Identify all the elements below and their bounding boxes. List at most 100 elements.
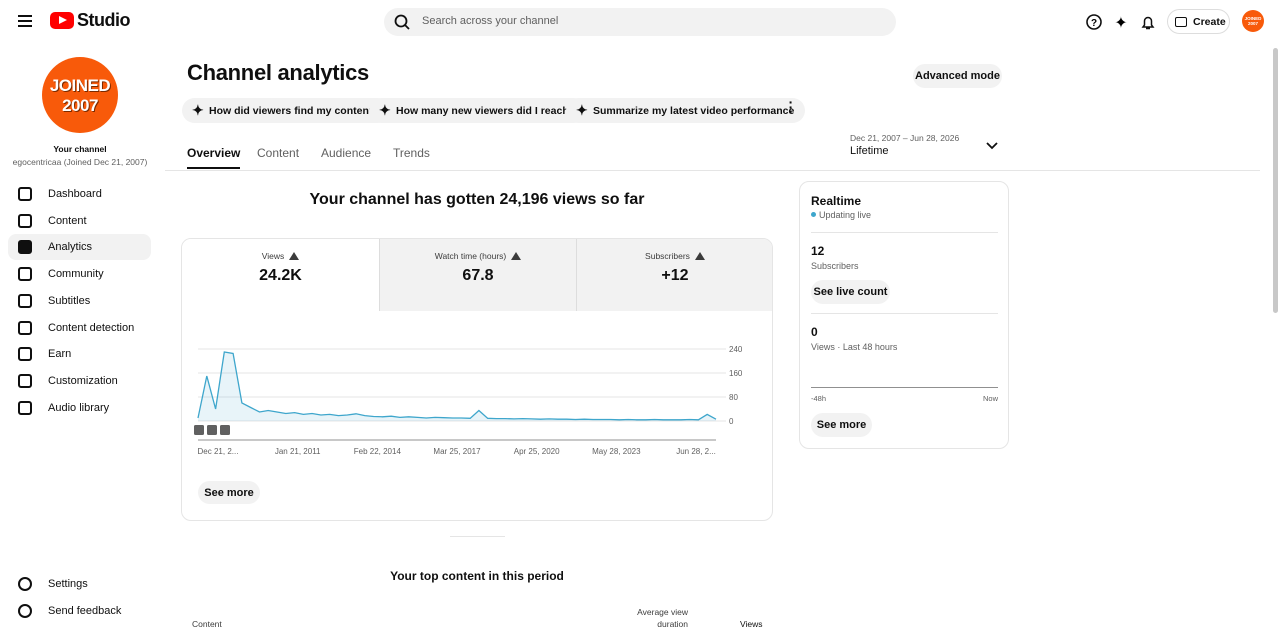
more-menu[interactable]: · · ·	[788, 94, 794, 120]
channel-name: egocentricaa (Joined Dec 21, 2007)	[12, 157, 148, 167]
search-placeholder: Search across your channel	[422, 15, 559, 27]
divider	[811, 232, 998, 233]
nav-item[interactable]: Audio library	[8, 395, 151, 421]
y-tick-label: 0	[729, 417, 734, 426]
realtime-axis	[811, 387, 998, 388]
nav-label: Subtitles	[48, 294, 91, 307]
nav-item[interactable]: Dashboard	[8, 181, 151, 207]
tab[interactable]: Overview	[187, 146, 241, 169]
x-tick-label: Jun 28, 2...	[676, 447, 716, 456]
divider	[450, 536, 505, 537]
line	[197, 351, 717, 421]
tab-underline	[187, 167, 241, 169]
see-more-button[interactable]: See more	[811, 413, 872, 437]
nav-icon	[18, 213, 32, 228]
date-range[interactable]: Dec 21, 2007 – Jun 28, 2026	[850, 133, 960, 143]
x-tick-label: Jan 21, 2011	[275, 447, 321, 456]
nav-icon	[18, 603, 32, 618]
prompt-chip[interactable]: How did viewers find my content?	[182, 98, 390, 123]
metric-label: Subscribers	[577, 251, 772, 261]
nav-label: Content	[48, 214, 87, 227]
nav-icon	[18, 577, 32, 591]
metric-tab[interactable]: Watch time (hours) 67.8	[379, 239, 576, 311]
nav-label: Community	[48, 268, 104, 281]
axis-start: -48h	[811, 394, 827, 403]
tab[interactable]: Audience	[321, 146, 372, 160]
tab[interactable]: Trends	[393, 146, 430, 160]
menu-button[interactable]	[18, 15, 32, 27]
event-marker	[194, 425, 204, 435]
channel-label: Your channel	[53, 144, 107, 154]
nav-item[interactable]: Send feedback	[8, 598, 151, 624]
period-dropdown[interactable]	[986, 141, 998, 151]
metric-label: Watch time (hours)	[380, 251, 576, 261]
bell-icon[interactable]	[1141, 16, 1155, 30]
metric-label: Views	[182, 251, 379, 261]
nav-icon	[18, 187, 32, 201]
views-label: Views · Last 48 hours	[811, 342, 898, 352]
warning-icon	[694, 252, 705, 260]
metric-label-text: Views	[261, 251, 285, 261]
tab[interactable]: Content	[257, 146, 300, 160]
see-more-button[interactable]: See more	[198, 481, 260, 504]
nav-label: Settings	[48, 578, 88, 590]
help-icon[interactable]	[1086, 14, 1102, 30]
avatar-line: JOINED	[1244, 16, 1262, 21]
live-dot	[811, 212, 816, 217]
nav-label: Dashboard	[48, 188, 102, 200]
top-content-title: Your top content in this period	[390, 569, 564, 583]
nav-item[interactable]: Subtitles	[8, 288, 151, 314]
prompt-chip[interactable]: How many new viewers did I reach?	[369, 98, 587, 123]
nav-item[interactable]: Earn	[8, 341, 151, 367]
nav-label: Content detection	[48, 321, 135, 334]
nav-item[interactable]: Content detection	[8, 315, 151, 341]
summary-headline: Your channel has gotten 24,196 views so …	[309, 191, 645, 208]
y-tick-label: 240	[729, 345, 743, 354]
nav-icon	[18, 240, 32, 255]
x-tick-label: Apr 25, 2020	[514, 447, 560, 456]
account-avatar[interactable]: JOINED 2007	[1242, 10, 1264, 32]
y-tick-label: 160	[729, 369, 743, 378]
nav-item[interactable]: Analytics	[8, 234, 151, 261]
warning-icon	[289, 252, 300, 260]
page-title: Channel analytics	[187, 60, 369, 85]
channel-avatar[interactable]: JOINED 2007	[42, 57, 118, 133]
x-tick-label: Dec 21, 2...	[198, 447, 239, 456]
metric-value: 67.8	[462, 267, 494, 284]
area	[198, 352, 716, 421]
see-live-count-button[interactable]: See live count	[811, 280, 890, 304]
nav-label: Analytics	[48, 241, 93, 254]
metric-value: +12	[661, 267, 689, 284]
nav-item[interactable]: Content	[8, 208, 151, 234]
search-box[interactable]: Search across your channel	[384, 8, 896, 36]
logo-icon[interactable]	[50, 12, 74, 29]
metric-tab[interactable]: Views 24.2K	[182, 239, 379, 311]
top-icons: ? ✦	[1086, 14, 1155, 31]
ai-icon[interactable]: ✦	[1114, 15, 1127, 31]
y-tick-label: 80	[729, 393, 738, 402]
realtime-title: Realtime	[811, 194, 862, 208]
nav-item[interactable]: Community	[8, 261, 151, 287]
metric-tab[interactable]: Subscribers +12	[576, 239, 772, 311]
metric-value: 24.2K	[259, 267, 302, 284]
column-header: Views	[740, 619, 763, 629]
create-button[interactable]: Create	[1167, 9, 1230, 34]
advanced-mode-button[interactable]: Advanced mode	[913, 64, 1002, 88]
axis-end: Now	[982, 394, 998, 403]
nav-item[interactable]: Settings	[8, 571, 151, 597]
event-marker	[207, 425, 217, 435]
nav-item[interactable]: Customization	[8, 368, 151, 394]
nav-label: Send feedback	[48, 604, 122, 617]
period[interactable]: Lifetime	[850, 145, 889, 157]
metric-label-text: Watch time (hours)	[434, 251, 507, 261]
scrollbar[interactable]	[1273, 48, 1278, 313]
subscriber-label: Subscribers	[811, 261, 859, 271]
prompt-chip[interactable]: Summarize my latest video performance	[566, 98, 806, 123]
logo-text[interactable]: Studio	[77, 10, 131, 30]
column-header: Content	[192, 619, 222, 629]
nav-label: Audio library	[48, 401, 110, 414]
avatar-line: 2007	[1247, 21, 1258, 26]
realtime-card: Realtime Updating live 12 Subscribers Se…	[799, 181, 1009, 449]
